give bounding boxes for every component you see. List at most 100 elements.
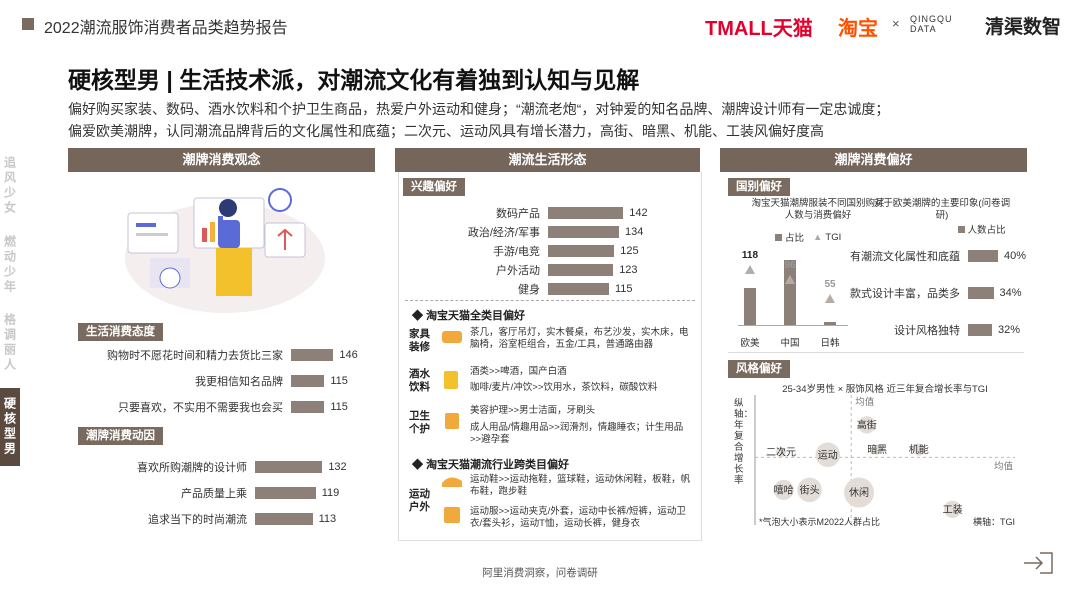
chart-title: 25-34岁男性 × 服饰风格 近三年复合增长率与TGI <box>782 384 988 395</box>
bar-value: 113 <box>318 513 337 525</box>
section-tag: 兴趣偏好 <box>403 178 465 196</box>
bar <box>548 207 624 219</box>
section-tag: 国别偏好 <box>728 178 790 196</box>
x-tick-label: 日韩 <box>820 338 840 349</box>
group-line: 茶几，客厅吊灯，实木餐桌，布艺沙发，实木床，电脑椅，浴室柜组合，五金/工具，普通… <box>470 327 689 350</box>
group-label: 家具装修 <box>409 328 430 353</box>
bar-label: 政治/经济/军事 <box>467 227 540 239</box>
logo-tmall: TMALL天猫 <box>705 18 813 40</box>
bar-label: 户外活动 <box>496 265 540 277</box>
bubble-label: 运动 <box>818 449 838 461</box>
bubble <box>858 416 876 434</box>
section-tag: 生活消费态度 <box>78 323 163 341</box>
bubble-label: 街头 <box>800 483 820 496</box>
bar-label: 产品质量上乘 <box>181 488 247 500</box>
bar-row: 追求当下的时尚潮流 113 <box>67 512 336 526</box>
bar-row: 产品质量上乘 119 <box>67 486 339 500</box>
bar <box>968 250 998 262</box>
bar <box>548 264 614 276</box>
bar-value: 32% <box>998 324 1021 336</box>
panel-header: 潮牌消费偏好 <box>720 148 1027 172</box>
bar-value: 142 <box>629 207 648 219</box>
tgi-label: 118 <box>741 249 759 261</box>
axis-line <box>738 325 848 326</box>
bubble-label: 高街 <box>857 418 877 431</box>
group-line: 咖啡/麦片/冲饮>>饮用水，茶饮料，碳酸饮料 <box>470 382 658 393</box>
bubble <box>797 477 822 503</box>
group-label: 运动户外 <box>409 488 430 513</box>
bar-row: 我更相信知名品牌 115 <box>63 374 348 388</box>
bar-row: 喜欢所购潮牌的设计师 132 <box>67 460 347 474</box>
bar-label: 只要喜欢，不实用不需要我也会买 <box>118 402 283 414</box>
panel-frame <box>398 172 702 541</box>
bubble <box>844 477 874 508</box>
bar-value: 115 <box>614 283 633 295</box>
bar-row: 户外活动 123 <box>420 263 638 277</box>
bubble <box>943 500 962 519</box>
bar <box>548 283 609 295</box>
tgi-label: 55 <box>824 279 836 291</box>
bar-label: 喜欢所购潮牌的设计师 <box>137 462 247 474</box>
x-tick-label: 欧美 <box>740 338 760 349</box>
bar-label: 数码产品 <box>496 208 540 220</box>
group-label: 卫生个护 <box>409 410 430 435</box>
nav-item[interactable]: 追风少女 <box>2 156 17 216</box>
bar <box>255 487 316 499</box>
bar-value: 134 <box>625 226 644 238</box>
bar <box>255 513 313 525</box>
note: *气泡大小表示M2022人群占比 <box>759 516 880 527</box>
bar-row: 健身 115 <box>420 282 632 296</box>
legend: 占比 ▲ TGI <box>775 230 841 244</box>
bar <box>291 401 325 413</box>
bar <box>291 375 325 387</box>
bar <box>291 349 334 361</box>
bubble <box>776 447 786 458</box>
bubble-label: 嘻哈 <box>774 483 794 496</box>
logo-taobao: 淘宝 <box>838 18 878 40</box>
divider <box>728 352 1024 353</box>
nav-item[interactable]: 燃动少年 <box>2 235 17 295</box>
chart-title: 对于欧美潮牌的主要印象(问卷调研) <box>873 198 1011 221</box>
bubble <box>773 479 794 500</box>
exit-icon[interactable] <box>1022 550 1056 576</box>
x-axis-label: 横轴：TGI <box>973 516 1015 527</box>
bar-value: 146 <box>339 349 358 361</box>
bar-row: 有潮流文化属性和底蕴 40% <box>830 249 1026 263</box>
bar-row: 政治/经济/军事 134 <box>420 225 643 239</box>
group-line: 成人用品/情趣用品>>润滑剂，情趣睡衣；计生用品>>避孕套 <box>470 422 684 445</box>
bubble-label: 工装 <box>943 503 963 516</box>
bar-row: 只要喜欢，不实用不需要我也会买 115 <box>63 400 348 414</box>
bubble <box>815 442 841 468</box>
section-subtitle-text: 淘宝天猫潮流行业跨类目偏好 <box>426 459 570 471</box>
tgi-marker <box>825 294 835 304</box>
bar <box>968 287 994 299</box>
chart-title: 淘宝天猫潮牌服装不同国别购买人数与消费偏好 <box>751 198 885 221</box>
illustration <box>125 188 325 313</box>
group-icons <box>442 331 462 523</box>
panel-header: 潮流生活形态 <box>395 148 700 172</box>
nav-item[interactable]: 格调丽人 <box>2 313 17 373</box>
bubble-chart: 均值均值高街暗黑 机能二次元 运动嘻哈 街头 休闲工装*气泡大小表示M2022人群占比横… <box>754 395 1015 527</box>
bar-label: 我更相信知名品牌 <box>195 376 283 388</box>
bar-label: 购物时不愿花时间和精力去货比三家 <box>107 350 283 362</box>
legend-label: 人数占比 <box>967 225 1006 236</box>
bubble-label: 二次元 <box>766 446 796 459</box>
bar-label: 手游/电竞 <box>492 246 540 258</box>
legend-swatch <box>775 233 782 241</box>
bar-value: 115 <box>330 375 348 387</box>
group-line: 运动鞋>>运动拖鞋，篮球鞋，运动休闲鞋，板鞋，帆布鞋，跑步鞋 <box>470 474 691 497</box>
bubble-label: 休闲 <box>849 486 869 499</box>
header-title: 2022潮流服饰消费者品类趋势报告 <box>44 20 288 37</box>
tgi-label: 96 <box>784 259 796 271</box>
bar-row: 数码产品 142 <box>420 206 648 220</box>
bar-value: 34% <box>999 287 1022 299</box>
logo-qingqu-cn: 清渠数智 <box>985 17 1062 38</box>
section-subtitle: ◆ 淘宝天猫全类目偏好 <box>412 310 526 322</box>
subtitle: 偏爱欧美潮牌，认同潮流品牌背后的文化属性和底蕴；二次元、运动风具有增长潜力，高街… <box>68 123 824 139</box>
slide-title: 硬核型男 | 生活技术派，对潮流文化有着独到认知与见解 <box>68 67 640 93</box>
nav-item-active[interactable]: 硬核型男 <box>0 388 20 466</box>
source: 阿里消费洞察，问卷调研 <box>482 567 598 579</box>
bar <box>548 245 615 257</box>
bar-row: 手游/电竞 125 <box>420 244 639 258</box>
